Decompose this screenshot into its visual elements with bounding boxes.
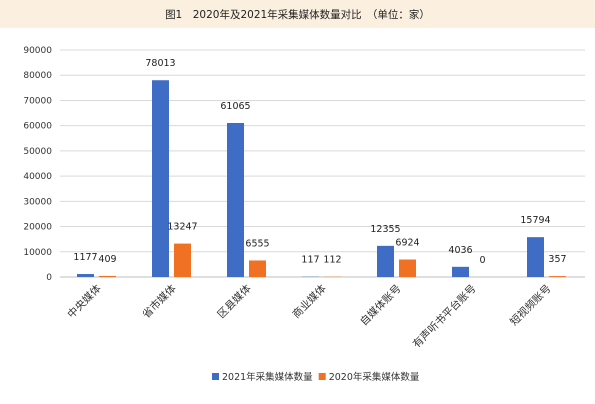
bar-2021: [377, 245, 394, 277]
legend-label-2020: 2020年采集媒体数量: [329, 371, 420, 383]
data-label-2021: 1177: [73, 252, 97, 263]
y-tick-label: 0: [46, 273, 52, 283]
category-label: 有声听书平台账号: [410, 282, 479, 351]
bar-2020: [249, 260, 266, 277]
bar-2021: [227, 122, 244, 277]
category-label: 区县媒体: [215, 282, 254, 321]
data-label-2021: 78013: [145, 58, 175, 69]
bar-2021: [527, 237, 544, 277]
category-label: 商业媒体: [290, 282, 329, 321]
data-label-2020: 112: [323, 255, 341, 266]
bar-chart: 0 10000 20000 30000 40000 50000 60000 70000 8000…: [23, 46, 585, 383]
category-label: 短视频账号: [507, 282, 553, 328]
data-label-2020: 13247: [167, 222, 197, 233]
legend-swatch-2020: [318, 373, 326, 380]
y-tick-label: 40000: [23, 172, 52, 182]
bar-2021: [452, 266, 469, 277]
y-tick-label: 30000: [23, 197, 52, 207]
chart-area: 0 10000 20000 30000 40000 50000 60000 70000 8000…: [0, 28, 595, 404]
data-label-2020: 0: [479, 255, 485, 266]
bar-2020: [399, 259, 416, 277]
legend-label-2021: 2021年采集媒体数量: [222, 371, 313, 383]
data-label-2020: 357: [548, 254, 566, 265]
y-tick-label: 10000: [23, 248, 52, 258]
category-label: 自媒体账号: [357, 282, 403, 328]
bar-2021: [77, 274, 94, 277]
y-tick-label: 90000: [23, 46, 52, 56]
bar-2021: [152, 80, 169, 277]
y-tick-label: 20000: [23, 223, 52, 233]
data-label-2021: 4036: [448, 245, 472, 256]
data-label-2021: 61065: [220, 101, 250, 112]
data-label-2020: 409: [98, 254, 116, 265]
category-label: 省市媒体: [140, 282, 179, 321]
bar-2020: [99, 275, 116, 277]
y-tick-label: 70000: [23, 96, 52, 106]
chart-title: 图1 2020年及2021年采集媒体数量对比 （单位：家）: [0, 0, 595, 28]
y-tick-label: 50000: [23, 147, 52, 157]
legend-swatch-2021: [212, 373, 219, 380]
data-label-2021: 12355: [370, 224, 400, 235]
data-label-2021: 15794: [520, 215, 550, 226]
y-tick-label: 80000: [23, 71, 52, 81]
data-label-2021: 117: [301, 255, 319, 266]
data-label-2020: 6555: [245, 238, 269, 249]
y-tick-label: 60000: [23, 122, 52, 132]
bar-2020: [549, 276, 566, 277]
data-label-2020: 6924: [395, 238, 419, 249]
category-label: 中央媒体: [65, 282, 104, 321]
bar-2020: [174, 243, 191, 277]
